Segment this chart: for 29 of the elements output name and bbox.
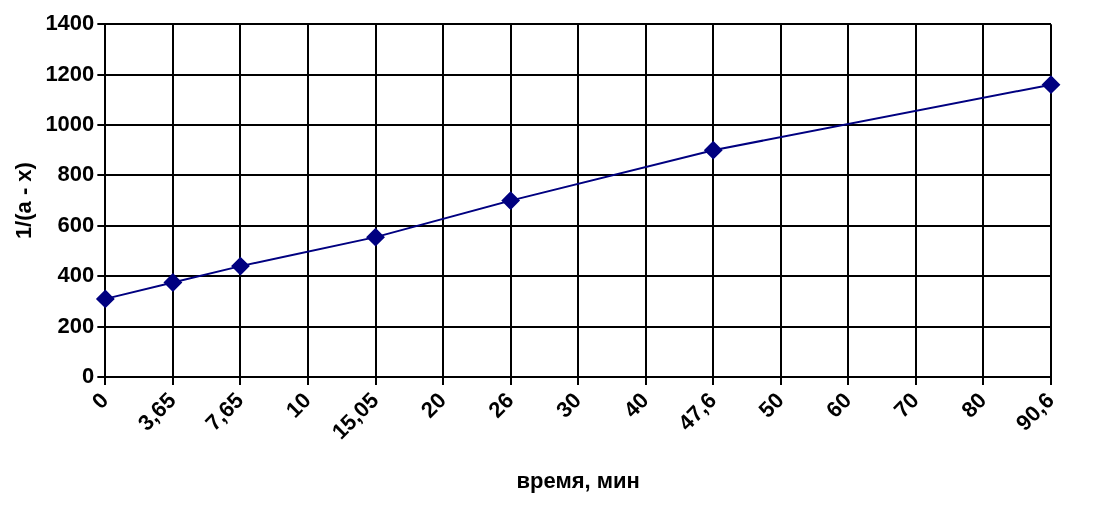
point [501,191,520,210]
x-tick-label: 10 [280,387,316,423]
x-tick-label: 70 [888,387,924,423]
x-tick-label: 47,6 [673,387,722,436]
y-tick-label: 1400 [45,10,95,36]
point [163,273,182,292]
x-tick-label: 0 [86,387,114,414]
y-tick-label: 600 [57,211,95,237]
y-tick-label: 1000 [45,111,95,137]
y-tick-label: 800 [57,161,95,187]
point [1042,75,1060,94]
point [231,257,250,276]
x-tick-label: 26 [483,387,519,423]
point [366,228,385,247]
x-tick-label: 60 [821,387,857,423]
x-tick-label: 50 [753,387,789,423]
x-tick-label: 20 [415,387,451,423]
y-tick-label: 1200 [45,60,95,86]
x-axis-title: время, мин [516,467,640,493]
y-tick-label: 200 [57,312,95,338]
y-tick-label: 0 [82,363,95,389]
x-tick-label: 90,6 [1010,387,1059,436]
x-tick-label: 30 [551,387,586,423]
point [96,289,115,308]
x-tick-label: 80 [956,387,992,423]
y-axis-title: 1/(a - x) [11,162,37,240]
point [704,141,723,160]
x-tick-label: 40 [618,387,654,423]
y-tick-label: 400 [57,262,95,288]
